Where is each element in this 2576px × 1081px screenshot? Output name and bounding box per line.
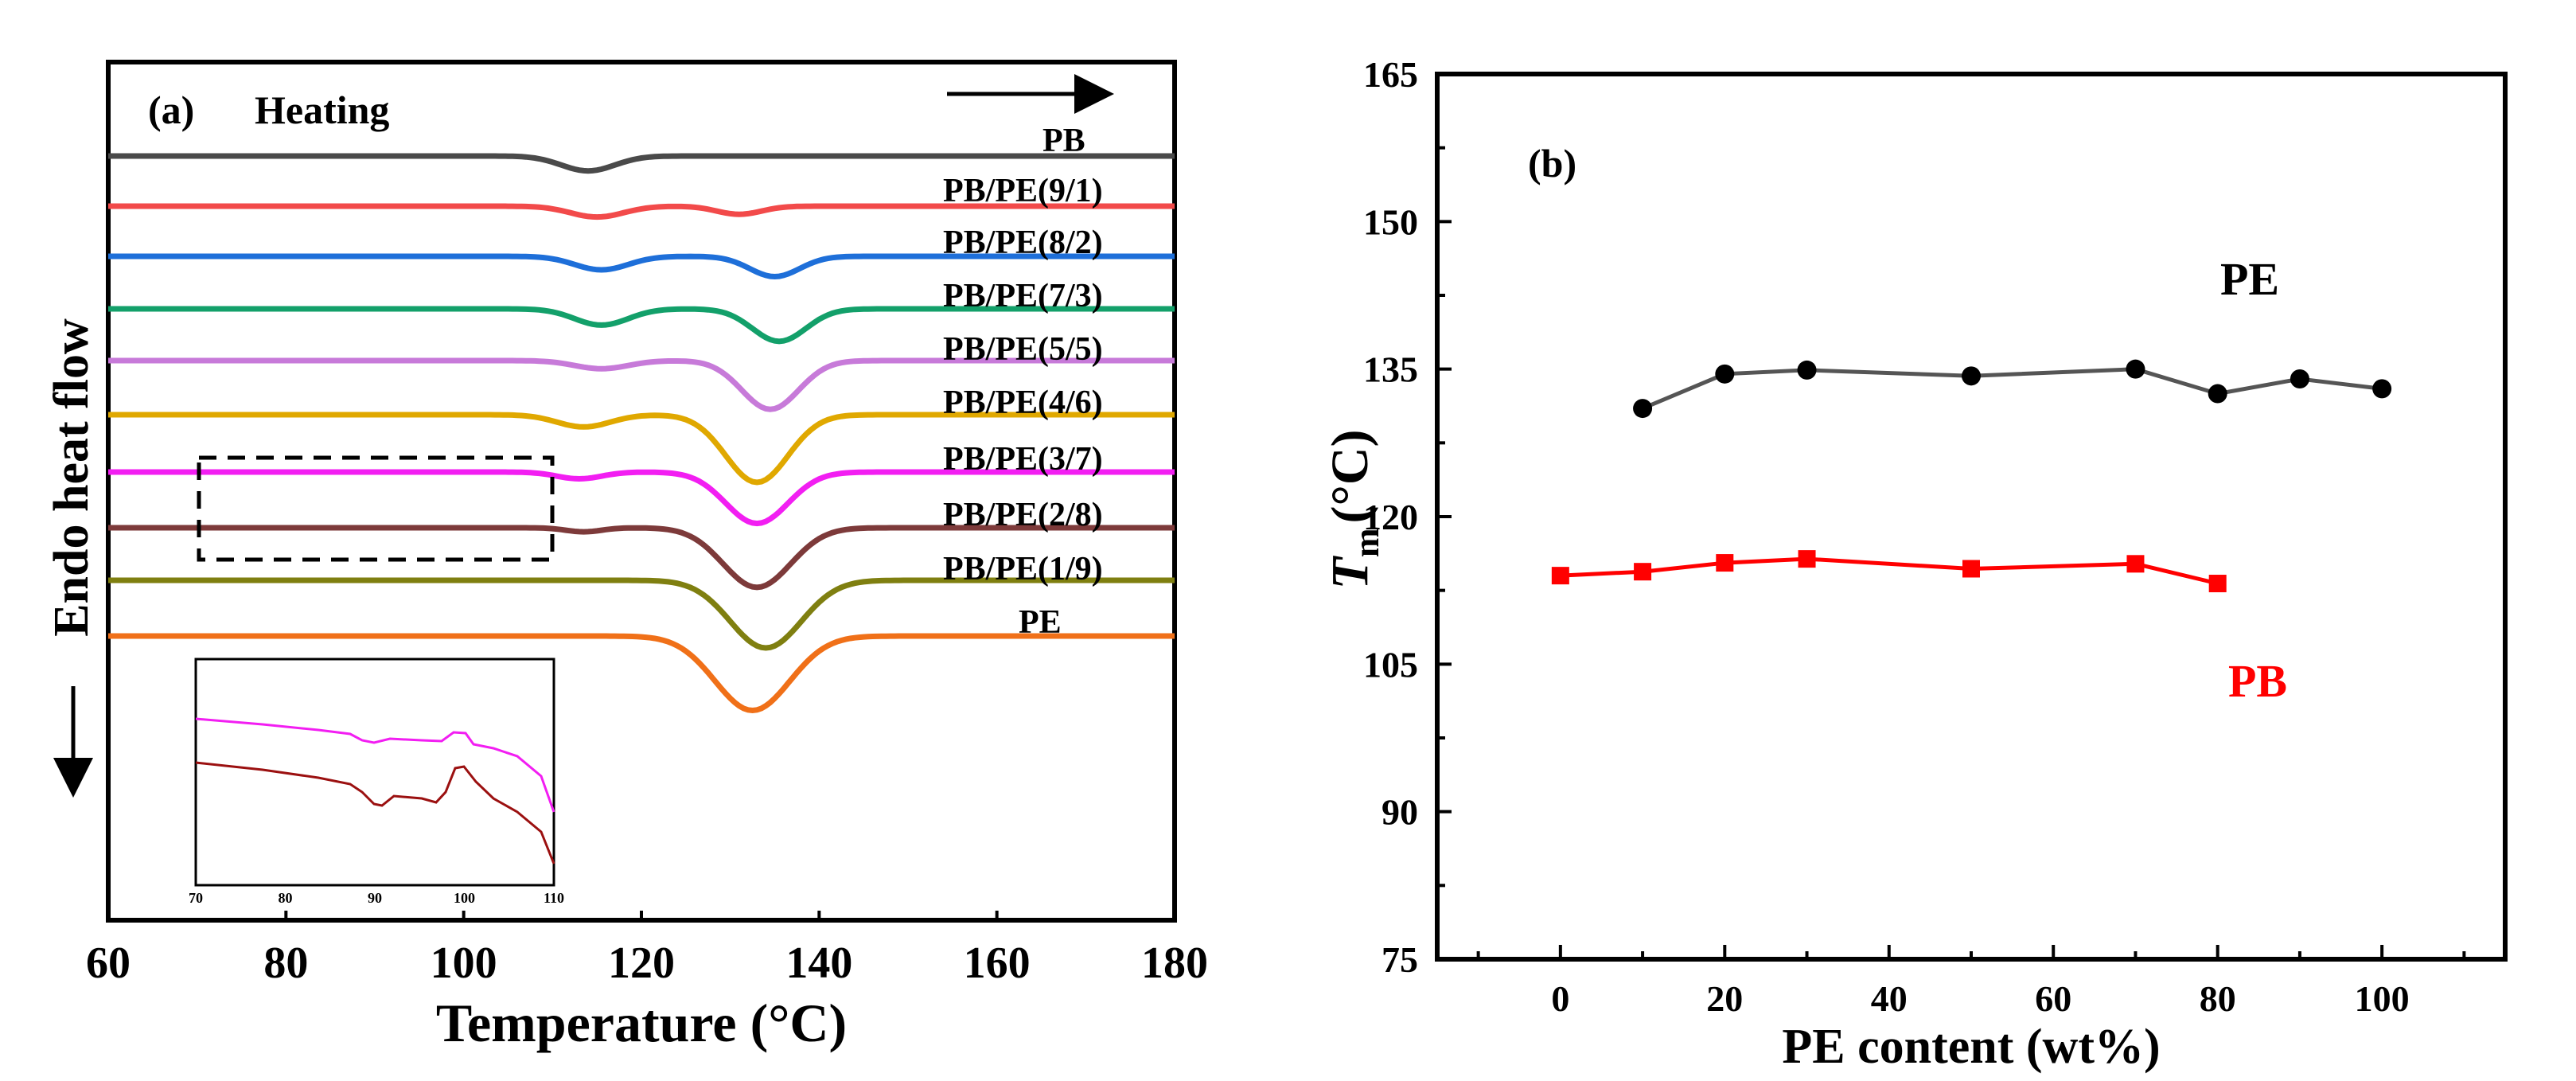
point-PB-20 (1716, 554, 1734, 572)
b-y-tick-label-135: 135 (1363, 349, 1418, 390)
panel-b-frame (1435, 72, 2508, 962)
inset-curve-PB/PE(3/7) (195, 717, 555, 813)
x-tick-label-80: 80 (263, 939, 308, 988)
curve-PB/PE(8/2) (108, 253, 1175, 280)
series-label-PB/PE(9/1): PB/PE(9/1) (943, 173, 1103, 209)
x-tick-label-100: 100 (431, 939, 497, 988)
point-PE-50 (1962, 366, 1981, 386)
x-tick-label-140: 140 (785, 939, 852, 988)
point-PE-30 (1797, 360, 1817, 380)
x-tick-label-160: 160 (964, 939, 1031, 988)
point-PB-70 (2126, 555, 2145, 573)
inset-x-ticks: 70 80 90 100 110 (189, 890, 564, 906)
b-y-tick-label-105: 105 (1363, 644, 1418, 685)
panel-b-x-axis-label: PE content (wt%) (1782, 1020, 2160, 1074)
legend-label-PB: PB (2228, 655, 2287, 707)
point-PB-0 (1551, 567, 1569, 585)
b-y-tick-label-165: 165 (1363, 54, 1418, 95)
legend-label-PE: PE (2220, 253, 2279, 305)
inset-tick-label-80: 80 (279, 890, 293, 906)
inset-tick-label-90: 90 (368, 890, 382, 906)
curve-PB/PE(9/1) (108, 203, 1175, 220)
y-label-T: T (1321, 556, 1379, 590)
series-label-PB/PE(2/8): PB/PE(2/8) (943, 497, 1103, 533)
inset-plot: 70 80 90 100 110 (189, 658, 564, 906)
series-line-PE (1642, 367, 2383, 411)
curve-PB (108, 153, 1175, 174)
point-PB-30 (1798, 550, 1816, 568)
x-tick-label-120: 120 (608, 939, 675, 988)
panel-a-x-ticks: 60 80 100 120 140 160 180 (86, 911, 1208, 988)
inset-tick-label-110: 110 (544, 890, 564, 906)
point-PB-80 (2208, 575, 2227, 593)
y-label-sub: m (1347, 529, 1386, 558)
series-label-PB/PE(8/2): PB/PE(8/2) (943, 224, 1103, 261)
svg-text:Tm(°C): Tm (°C) (1321, 430, 1386, 590)
panel-a-label: (a) (148, 88, 194, 132)
curve-PE (108, 633, 1175, 714)
y-label-unit: (°C) (1321, 430, 1379, 524)
series-label-PB: PB (1042, 123, 1085, 159)
point-PB-50 (1962, 560, 1980, 578)
curve-PB/PE(2/8) (108, 525, 1175, 591)
curve-PB/PE(1/9) (108, 577, 1175, 651)
b-y-tick-label-150: 150 (1363, 201, 1418, 242)
point-PE-20 (1715, 364, 1735, 384)
series-label-PB/PE(1/9): PB/PE(1/9) (943, 551, 1103, 587)
zoom-region-box (197, 455, 555, 562)
panel-b-y-axis-label: Tm (°C) (1321, 430, 1386, 590)
b-x-tick-label-100: 100 (2355, 978, 2410, 1019)
curve-PB/PE(4/6) (108, 412, 1175, 486)
panel-a: PB PB/PE(9/1) PB/PE(8/2) PB/PE(7/3) PB/PE(5/… (45, 60, 1208, 1053)
series-label-PB/PE(5/5): PB/PE(5/5) (943, 331, 1103, 368)
series-label-PB/PE(7/3): PB/PE(7/3) (943, 278, 1103, 314)
b-y-tick-label-90: 90 (1382, 792, 1418, 833)
curve-PB/PE(3/7) (108, 469, 1175, 527)
b-y-tick-label-120: 120 (1363, 497, 1418, 537)
inset-tick-label-100: 100 (454, 890, 475, 906)
b-x-tick-label-0: 0 (1551, 978, 1569, 1019)
inset-curve-PB/PE(2/8) (195, 761, 555, 864)
series-label-PE: PE (1019, 604, 1062, 641)
point-PE-80 (2208, 384, 2227, 404)
panel-a-series-labels: PB PB/PE(9/1) PB/PE(8/2) PB/PE(7/3) PB/PE(5/… (943, 123, 1103, 641)
curve-PB/PE(7/3) (108, 306, 1175, 345)
b-y-tick-label-75: 75 (1382, 939, 1418, 980)
point-PE-10 (1633, 399, 1653, 419)
b-x-tick-label-60: 60 (2035, 978, 2071, 1019)
series-line-PB (1560, 556, 2219, 586)
point-PB-10 (1634, 563, 1652, 581)
b-x-tick-label-40: 40 (1871, 978, 1908, 1019)
panel-b-label: (b) (1528, 141, 1576, 185)
x-tick-label-60: 60 (86, 939, 131, 988)
panel-a-mode-label: Heating (255, 88, 389, 132)
panel-a-x-axis-label: Temperature (°C) (436, 993, 847, 1053)
b-x-tick-label-20: 20 (1706, 978, 1743, 1019)
inset-frame (194, 658, 555, 887)
panel-b: 0 20 40 60 80 100 75 90 105 120 135 150 165 (b) PE P… (1321, 54, 2508, 1074)
panel-a-curves (108, 153, 1175, 714)
point-PE-70 (2126, 359, 2145, 379)
point-PE-100 (2372, 379, 2392, 399)
panel-b-axes: 0 20 40 60 80 100 75 90 105 120 135 150 165 (1363, 54, 2466, 1019)
series-label-PB/PE(4/6): PB/PE(4/6) (943, 384, 1103, 421)
b-x-tick-label-80: 80 (2200, 978, 2236, 1019)
panel-a-y-axis-label: Endo heat flow (45, 318, 99, 637)
curve-PB/PE(5/5) (108, 357, 1175, 412)
panel-b-series (1551, 359, 2392, 593)
x-tick-label-180: 180 (1141, 939, 1208, 988)
series-label-PB/PE(3/7): PB/PE(3/7) (943, 441, 1103, 478)
inset-tick-label-70: 70 (189, 890, 203, 906)
point-PE-90 (2290, 369, 2309, 389)
